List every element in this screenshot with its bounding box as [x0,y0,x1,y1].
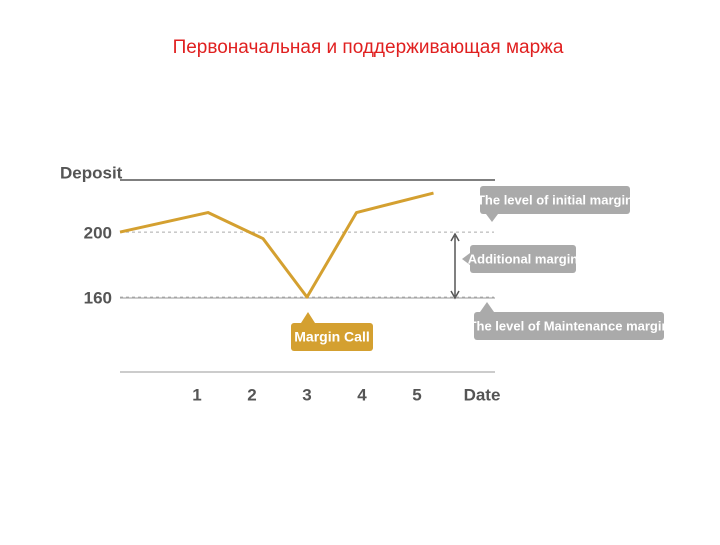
additional-label-box [470,245,576,273]
x-tick-label: 2 [247,385,256,404]
slide-title: Первоначальная и поддерживающая маржа [173,37,564,58]
x-tick-label: 1 [192,385,201,404]
pointer [301,312,315,323]
margin-call-box [291,323,373,351]
pointer [486,214,498,222]
margin-call-label: Margin Call [294,329,369,345]
initial-label: The level of initial margin [477,192,633,207]
y-tick-label: 200 [84,224,112,243]
x-tick-label: 5 [412,385,421,404]
pointer [480,302,494,312]
x-tick-label: 4 [357,385,367,404]
initial-label-box [480,186,630,214]
pointer [462,253,470,265]
additional-label: Additional margin [468,251,579,266]
maintenance-label-box [474,312,664,340]
y-axis-title: Deposit [60,163,123,182]
deposit-line [119,191,434,299]
arrow-heads [450,232,460,300]
maintenance-label: The level of Maintenance margin [469,318,670,333]
y-tick-label: 160 [84,289,112,308]
x-axis-title: Date [464,385,501,404]
x-tick-label: 3 [302,385,311,404]
